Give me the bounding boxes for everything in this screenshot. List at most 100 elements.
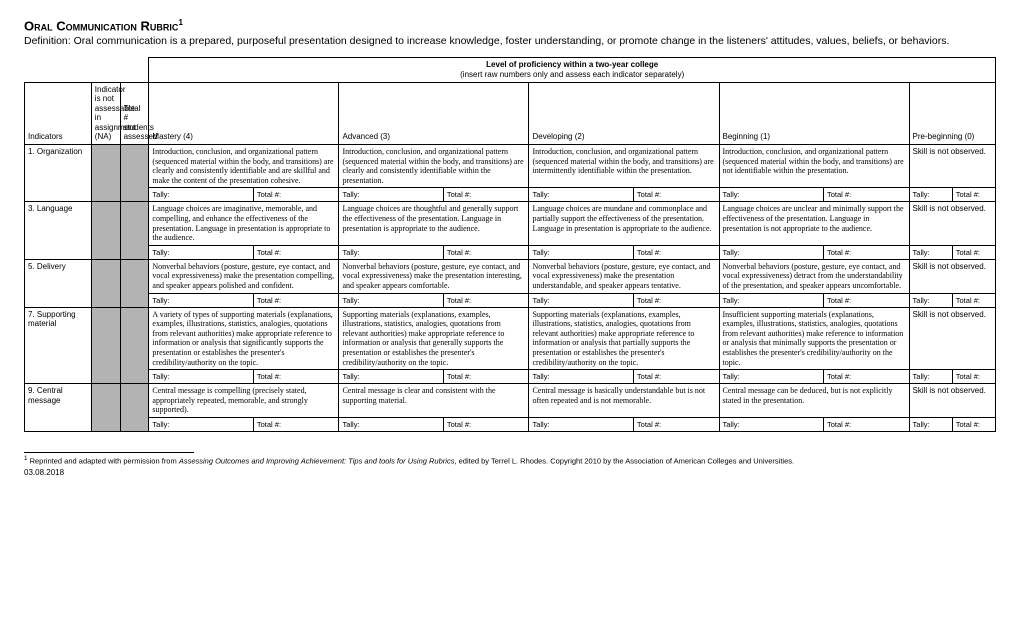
developing-cell: Nonverbal behaviors (posture, gesture, e… (529, 259, 719, 293)
total-label: Total #: (823, 294, 908, 307)
mastery-cell: Introduction, conclusion, and organizati… (149, 145, 339, 188)
tally-label: Tally: (910, 418, 953, 431)
total-label: Total #: (633, 294, 718, 307)
mastery-cell: Central message is compelling (precisely… (149, 384, 339, 418)
table-row: 9. Central messageCentral message is com… (25, 384, 996, 418)
tally-label: Tally: (149, 294, 253, 307)
tally-cell: Tally: Total #: (909, 188, 995, 202)
footnote-rule (24, 452, 194, 453)
developing-cell: Central message is basically understanda… (529, 384, 719, 418)
tally-label: Tally: (720, 188, 824, 201)
beginning-cell: Language choices are unclear and minimal… (719, 202, 909, 245)
beginning-cell: Central message can be deduced, but is n… (719, 384, 909, 418)
page-title: Oral Communication Rubric1 (24, 18, 996, 33)
tally-cell: Tally: Total #: (529, 245, 719, 259)
tally-cell: Tally: Total #: (149, 245, 339, 259)
tally-label: Tally: (910, 246, 953, 259)
tally-cell: Tally: Total #: (719, 417, 909, 431)
tally-label: Tally: (720, 418, 824, 431)
tally-cell: Tally: Total #: (339, 370, 529, 384)
footnote-text: 1 Reprinted and adapted with permission … (24, 455, 996, 466)
tally-label: Tally: (529, 246, 633, 259)
tally-cell: Tally: Total #: (909, 417, 995, 431)
header-advanced: Advanced (3) (339, 82, 529, 145)
tally-label: Tally: (720, 370, 824, 383)
tally-label: Tally: (339, 418, 443, 431)
indicator-label: 5. Delivery (25, 259, 92, 307)
tally-label: Tally: (339, 246, 443, 259)
developing-cell: Supporting materials (explanations, exam… (529, 307, 719, 370)
tally-cell: Tally: Total #: (149, 188, 339, 202)
table-row: 3. LanguageLanguage choices are imaginat… (25, 202, 996, 245)
total-cell (120, 145, 149, 202)
total-label: Total #: (443, 188, 528, 201)
total-label: Total #: (253, 188, 338, 201)
tally-cell: Tally: Total #: (719, 188, 909, 202)
pre-cell: Skill is not observed. (909, 307, 995, 370)
pre-cell: Skill is not observed. (909, 259, 995, 293)
total-label: Total #: (633, 370, 718, 383)
header-developing: Developing (2) (529, 82, 719, 145)
pre-cell: Skill is not observed. (909, 202, 995, 245)
total-label: Total #: (823, 188, 908, 201)
header-indicators: Indicators (25, 82, 92, 145)
tally-label: Tally: (529, 294, 633, 307)
tally-cell: Tally: Total #: (339, 293, 529, 307)
pre-cell: Skill is not observed. (909, 384, 995, 418)
tally-label: Tally: (339, 294, 443, 307)
total-cell (120, 259, 149, 307)
header-pre: Pre-beginning (0) (909, 82, 995, 145)
na-cell (91, 145, 120, 202)
total-label: Total #: (443, 370, 528, 383)
indicator-label: 1. Organization (25, 145, 92, 202)
total-label: Total #: (443, 294, 528, 307)
tally-cell: Tally: Total #: (149, 293, 339, 307)
advanced-cell: Central message is clear and consistent … (339, 384, 529, 418)
tally-label: Tally: (149, 418, 253, 431)
tally-row: Tally: Total #: Tally: Total #: Tally: T… (25, 293, 996, 307)
tally-cell: Tally: Total #: (909, 245, 995, 259)
tally-cell: Tally: Total #: (719, 245, 909, 259)
table-row: 5. DeliveryNonverbal behaviors (posture,… (25, 259, 996, 293)
table-row: 1. OrganizationIntroduction, conclusion,… (25, 145, 996, 188)
tally-cell: Tally: Total #: (149, 370, 339, 384)
header-mastery: Mastery (4) (149, 82, 339, 145)
indicator-label: 3. Language (25, 202, 92, 259)
na-cell (91, 384, 120, 432)
tally-label: Tally: (339, 188, 443, 201)
total-label: Total #: (633, 188, 718, 201)
tally-cell: Tally: Total #: (529, 188, 719, 202)
beginning-cell: Introduction, conclusion, and organizati… (719, 145, 909, 188)
tally-label: Tally: (910, 370, 953, 383)
total-label: Total #: (952, 246, 995, 259)
na-cell (91, 307, 120, 384)
banner: Level of proficiency within a two-year c… (149, 58, 996, 82)
beginning-cell: Insufficient supporting materials (expla… (719, 307, 909, 370)
total-label: Total #: (443, 246, 528, 259)
rubric-table: Level of proficiency within a two-year c… (24, 57, 996, 432)
advanced-cell: Language choices are thoughtful and gene… (339, 202, 529, 245)
developing-cell: Introduction, conclusion, and organizati… (529, 145, 719, 188)
total-label: Total #: (823, 246, 908, 259)
advanced-cell: Nonverbal behaviors (posture, gesture, e… (339, 259, 529, 293)
total-label: Total #: (823, 370, 908, 383)
tally-row: Tally: Total #: Tally: Total #: Tally: T… (25, 417, 996, 431)
tally-cell: Tally: Total #: (719, 293, 909, 307)
total-label: Total #: (253, 370, 338, 383)
tally-label: Tally: (720, 246, 824, 259)
tally-label: Tally: (529, 188, 633, 201)
beginning-cell: Nonverbal behaviors (posture, gesture, e… (719, 259, 909, 293)
total-label: Total #: (253, 246, 338, 259)
tally-cell: Tally: Total #: (529, 417, 719, 431)
definition-text: Definition: Oral communication is a prep… (24, 35, 996, 47)
tally-cell: Tally: Total #: (529, 370, 719, 384)
tally-cell: Tally: Total #: (149, 417, 339, 431)
mastery-cell: A variety of types of supporting materia… (149, 307, 339, 370)
total-label: Total #: (633, 246, 718, 259)
total-label: Total #: (253, 294, 338, 307)
tally-cell: Tally: Total #: (909, 370, 995, 384)
total-label: Total #: (952, 370, 995, 383)
total-label: Total #: (443, 418, 528, 431)
header-na: Indicator is not assessable in assignmen… (91, 82, 120, 145)
tally-cell: Tally: Total #: (339, 417, 529, 431)
